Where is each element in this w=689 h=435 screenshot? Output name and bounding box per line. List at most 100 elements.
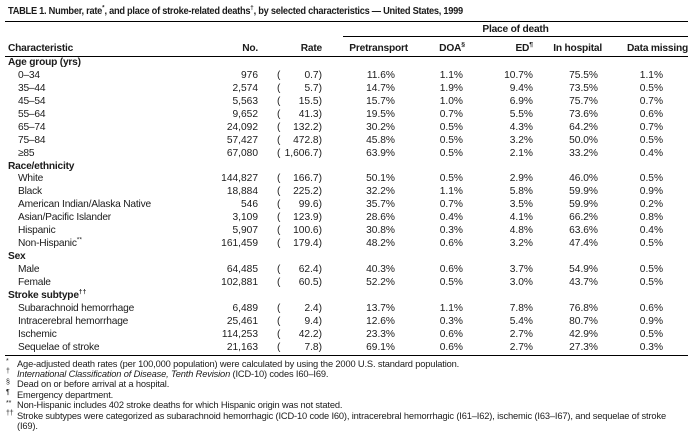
cell-in-hospital: 75.5%	[569, 69, 598, 81]
cell-data-missing: 1.1%	[639, 69, 664, 81]
footnote: * Age-adjusted death rates (per 100,000 p…	[6, 358, 460, 369]
cell-data-missing: 0.2%	[639, 199, 664, 211]
footnote-marker: §	[6, 378, 10, 386]
column-header-no: No.	[185, 37, 258, 57]
table-body: Age group (yrs) 0–34 976 (0.7) 11.6% 1.1% 10.7…	[5, 57, 688, 356]
section-header-row: Stroke subtype††	[5, 288, 688, 303]
cell-data-missing: 0.5%	[639, 134, 664, 146]
cell-in-hospital: 42.9%	[569, 328, 598, 340]
cell-data-missing: 0.9%	[639, 315, 664, 327]
cell-doa: 0.6%	[439, 264, 463, 276]
row-label: 35–44	[18, 82, 46, 94]
table-row: 55–64 9,652 (41.3) 19.5% 0.7% 5.5% 73.6% 0.6%	[5, 109, 688, 122]
cell-in-hospital: 47.4%	[569, 238, 598, 250]
cell-no: 64,485	[226, 264, 258, 276]
section-label: Stroke subtype††	[8, 288, 87, 301]
cell-in-hospital: 63.6%	[569, 225, 598, 237]
cell-no: 3,109	[232, 212, 259, 224]
row-label: 0–34	[18, 69, 40, 81]
column-header-doa: DOA§	[408, 37, 465, 57]
cell-no: 114,253	[221, 328, 258, 340]
cell-no: 102,881	[221, 276, 258, 288]
cell-doa: 0.6%	[439, 328, 463, 340]
cell-in-hospital: 73.5%	[569, 82, 598, 94]
column-header-in-hospital: In hospital	[533, 37, 602, 57]
cell-ed: 4.3%	[509, 121, 533, 133]
cell-pretransport: 13.7%	[366, 302, 395, 314]
cell-data-missing: 0.5%	[639, 173, 664, 185]
cell-pretransport: 14.7%	[366, 82, 395, 94]
cell-data-missing: 0.6%	[639, 108, 664, 120]
column-header-pretransport: Pretransport	[322, 37, 408, 57]
cell-data-missing: 0.9%	[639, 186, 664, 198]
column-sup: §	[461, 41, 465, 49]
cell-doa: 0.6%	[439, 341, 463, 353]
cell-pretransport: 52.2%	[366, 276, 395, 288]
row-label: 55–64	[18, 108, 46, 120]
cell-in-hospital: 59.9%	[569, 199, 598, 211]
row-label: Hispanic	[18, 225, 56, 237]
cell-rate: (60.5)	[277, 276, 322, 288]
row-label: Black	[18, 186, 42, 198]
row-label: Non-Hispanic**	[18, 236, 83, 250]
cell-rate: (99.6)	[277, 199, 322, 211]
cell-no: 2,574	[232, 82, 259, 94]
row-label: Subarachnoid hemorrhage	[18, 302, 135, 314]
cell-doa: 0.3%	[439, 225, 463, 237]
cell-in-hospital: 33.2%	[569, 147, 598, 159]
cell-doa: 0.6%	[439, 238, 463, 250]
cell-pretransport: 11.6%	[366, 69, 395, 81]
cell-data-missing: 0.5%	[639, 264, 664, 276]
column-header-data-missing: Data missing	[602, 37, 688, 57]
row-label: White	[18, 173, 44, 185]
cell-no: 144,827	[221, 173, 258, 185]
table-row: 75–84 57,427 (472.8) 45.8% 0.5% 3.2% 50.0% 0.5%	[5, 135, 688, 148]
row-label: 45–54	[18, 95, 46, 107]
table-row: Black 18,884 (225.2) 32.2% 1.1% 5.8% 59.9% 0.9%	[5, 186, 688, 199]
section-label: Race/ethnicity	[8, 160, 75, 172]
section-label: Age group (yrs)	[8, 57, 81, 69]
cell-no: 161,459	[221, 238, 258, 250]
cell-ed: 7.8%	[509, 302, 533, 314]
table-row: Non-Hispanic** 161,459 (179.4) 48.2% 0.6% 3.2…	[5, 236, 688, 251]
cell-doa: 1.1%	[439, 302, 463, 314]
footnotes: * Age-adjusted death rates (per 100,000 p…	[5, 358, 688, 432]
stroke-deaths-table: Place of death Characteristic No. Rate P…	[5, 22, 688, 356]
cell-rate: (123.9)	[277, 212, 322, 224]
cell-data-missing: 0.5%	[639, 82, 664, 94]
cell-no: 9,652	[232, 108, 259, 120]
footnote-marker: ††	[6, 410, 14, 418]
cell-ed: 2.7%	[509, 341, 533, 353]
column-header-row: Characteristic No. Rate Pretransport DOA…	[5, 37, 688, 57]
row-label: 75–84	[18, 134, 46, 146]
cell-rate: (2.4)	[277, 302, 322, 314]
spanner-spacer	[5, 22, 322, 37]
cell-doa: 1.1%	[439, 69, 463, 81]
cell-pretransport: 30.8%	[366, 225, 395, 237]
section-header-row: Age group (yrs)	[5, 57, 688, 70]
footnote: †† Stroke subtypes were categorized as su…	[6, 410, 666, 431]
cell-pretransport: 40.3%	[366, 264, 395, 276]
cell-rate: (15.5)	[277, 95, 322, 107]
cell-ed: 3.5%	[509, 199, 533, 211]
cell-no: 18,884	[226, 186, 258, 198]
cell-rate: (0.7)	[277, 69, 322, 81]
footnote: ¶ Emergency department.	[6, 389, 114, 400]
cell-data-missing: 0.6%	[639, 302, 664, 314]
cell-rate: (100.6)	[277, 225, 322, 237]
cell-rate: (132.2)	[277, 121, 322, 133]
table-title-text: TABLE 1. Number, rate*, and place of str…	[8, 4, 463, 17]
cell-ed: 9.4%	[509, 82, 533, 94]
table-row: Subarachnoid hemorrhage 6,489 (2.4) 13.7% 1.…	[5, 303, 688, 316]
cell-rate: (472.8)	[277, 134, 322, 146]
cell-rate: (225.2)	[277, 186, 322, 198]
cell-rate: (166.7)	[277, 173, 322, 185]
column-sup: ¶	[529, 41, 533, 49]
cell-in-hospital: 76.8%	[569, 302, 598, 314]
cell-ed: 3.0%	[509, 276, 533, 288]
cell-pretransport: 69.1%	[366, 341, 395, 353]
cell-no: 24,092	[226, 121, 258, 133]
cell-ed: 3.2%	[509, 134, 533, 146]
cell-pretransport: 28.6%	[366, 212, 395, 224]
cell-ed: 2.7%	[509, 328, 533, 340]
